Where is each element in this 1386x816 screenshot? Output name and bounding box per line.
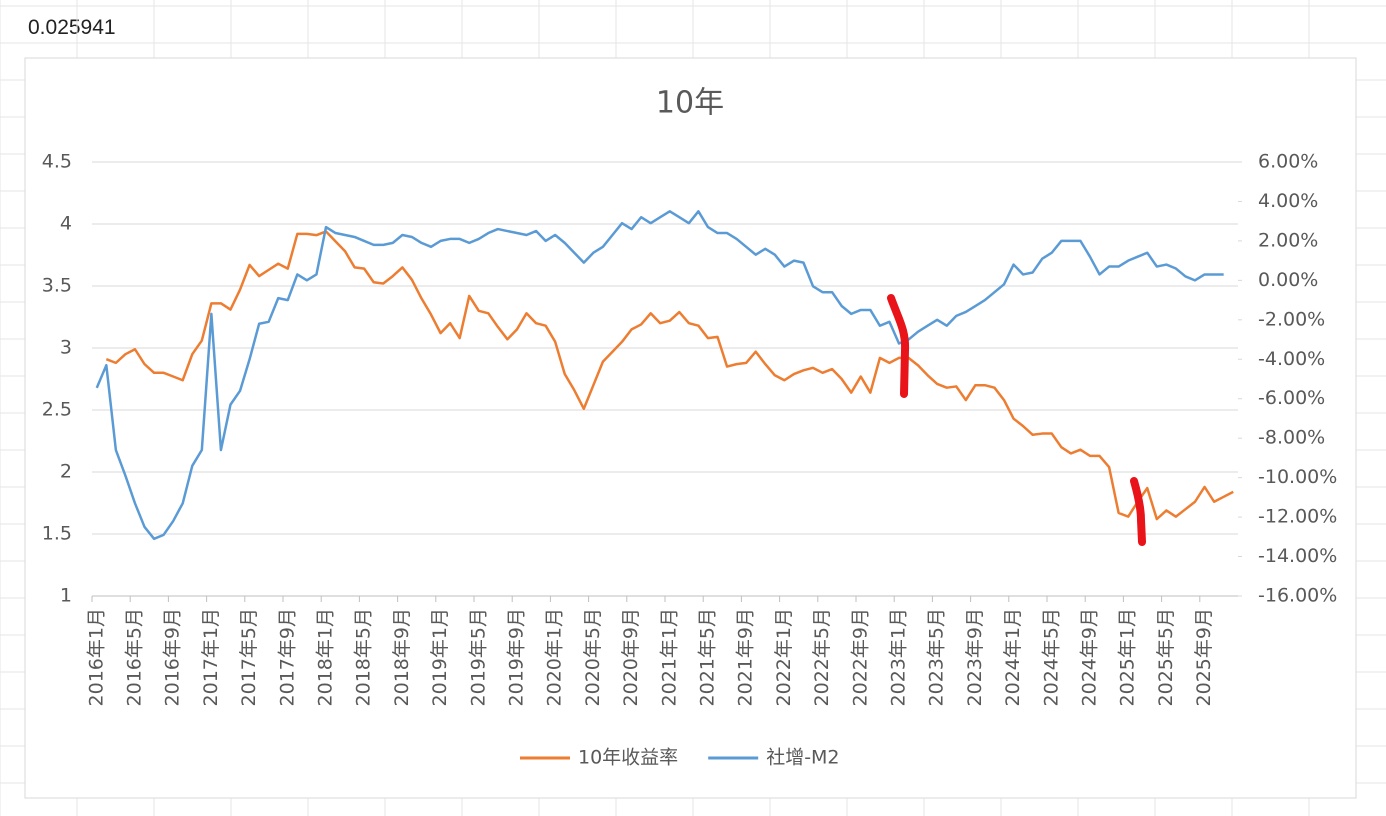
x-tick-label: 2019年9月	[505, 608, 527, 706]
x-tick-label: 2018年9月	[391, 608, 413, 706]
x-tick-label: 2021年5月	[696, 608, 718, 706]
series-line	[95, 210, 1224, 541]
y2-tick-label: -8.00%	[1258, 427, 1325, 449]
x-tick-label: 2017年9月	[276, 608, 298, 706]
x-tick-label: 2018年1月	[314, 608, 336, 706]
x-tick-label: 2022年9月	[849, 608, 871, 706]
y2-tick-label: 4.00%	[1258, 190, 1318, 212]
x-tick-label: 2019年5月	[467, 608, 489, 706]
chart-title: 10年	[656, 86, 724, 121]
y2-tick-label: -14.00%	[1258, 545, 1337, 567]
y2-tick-label: -4.00%	[1258, 348, 1325, 370]
x-tick-label: 2023年9月	[964, 608, 986, 706]
y2-tick-label: 6.00%	[1258, 151, 1318, 173]
annotation-stroke	[887, 294, 910, 398]
y-tick-label: 2.5	[42, 399, 72, 421]
y2-tick-label: -12.00%	[1258, 506, 1337, 528]
x-tick-label: 2020年1月	[544, 608, 566, 706]
x-tick-label: 2019年1月	[429, 608, 451, 706]
chart-area	[24, 57, 1357, 799]
y2-tick-label: -6.00%	[1258, 387, 1325, 409]
y-tick-label: 4	[60, 213, 72, 235]
y2-tick-label: 2.00%	[1258, 229, 1318, 251]
legend-label: 10年收益率	[578, 747, 678, 769]
x-tick-label: 2022年5月	[811, 608, 833, 706]
x-tick-label: 2020年5月	[582, 608, 604, 706]
y2-tick-label: -10.00%	[1258, 466, 1337, 488]
x-tick-label: 2024年5月	[1040, 608, 1062, 706]
x-tick-label: 2021年1月	[658, 608, 680, 706]
x-tick-label: 2021年9月	[735, 608, 757, 706]
x-tick-label: 2018年5月	[353, 608, 375, 706]
series-line	[105, 230, 1234, 521]
x-tick-label: 2020年9月	[620, 608, 642, 706]
legend-label: 社增-M2	[766, 747, 839, 769]
cell-value: 0.025941	[28, 16, 116, 39]
x-tick-label: 2016年5月	[123, 608, 145, 706]
y-tick-label: 4.5	[42, 151, 72, 173]
y-tick-label: 2	[60, 461, 72, 483]
y2-tick-label: -2.00%	[1258, 308, 1325, 330]
x-tick-label: 2023年5月	[926, 608, 948, 706]
x-tick-label: 2023年1月	[887, 608, 909, 706]
x-tick-label: 2022年1月	[773, 608, 795, 706]
x-tick-label: 2016年1月	[85, 608, 107, 706]
x-tick-label: 2024年9月	[1078, 608, 1100, 706]
x-tick-label: 2017年1月	[200, 608, 222, 706]
x-tick-label: 2025年9月	[1193, 608, 1215, 706]
y-tick-label: 3.5	[42, 275, 72, 297]
x-tick-label: 2024年1月	[1002, 608, 1024, 706]
y-tick-label: 1.5	[42, 523, 72, 545]
y-tick-label: 3	[60, 337, 72, 359]
y-tick-label: 1	[60, 585, 72, 607]
x-tick-label: 2025年1月	[1117, 608, 1139, 706]
x-tick-label: 2025年5月	[1155, 608, 1177, 706]
y2-tick-label: 0.00%	[1258, 269, 1318, 291]
annotation-stroke	[1130, 477, 1146, 546]
x-tick-label: 2017年5月	[238, 608, 260, 706]
y2-tick-label: -16.00%	[1258, 585, 1337, 607]
x-tick-label: 2016年9月	[162, 608, 184, 706]
